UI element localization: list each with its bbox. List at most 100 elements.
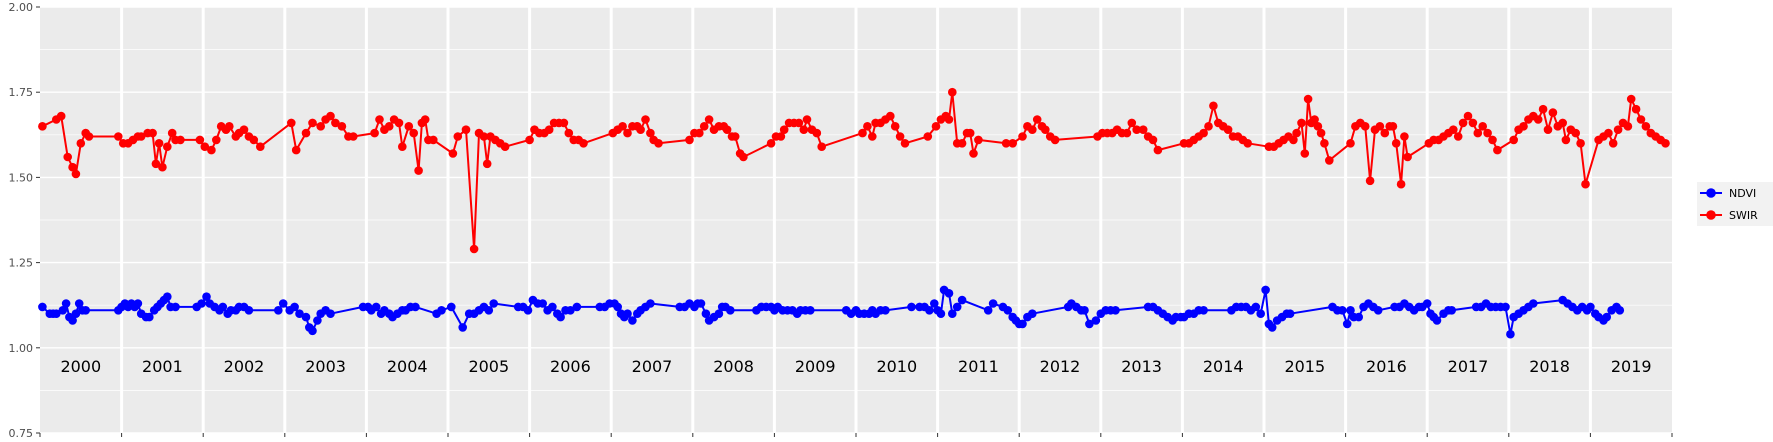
- swir-point: [207, 145, 216, 155]
- swir-point: [1204, 122, 1213, 131]
- ndvi-point: [1285, 309, 1295, 319]
- swir-point: [1493, 145, 1502, 155]
- swir-point: [1138, 125, 1148, 134]
- swir-point: [641, 115, 650, 124]
- ndvi-point: [489, 299, 499, 308]
- swir-point: [154, 139, 164, 148]
- legend-item-swir[interactable]: SWIR: [1700, 209, 1758, 222]
- swir-point: [1571, 128, 1580, 138]
- year-label: 2002: [224, 357, 265, 376]
- swir-point: [1310, 115, 1319, 124]
- ndvi-point: [566, 306, 575, 315]
- swir-point: [394, 118, 404, 128]
- y-tick-label: 1.75: [9, 86, 34, 99]
- swir-point: [900, 139, 910, 148]
- swir-point: [1032, 115, 1042, 124]
- swir-point: [1243, 139, 1252, 148]
- ndvi-point: [218, 302, 228, 312]
- swir-point: [1148, 135, 1158, 145]
- swir-point: [1365, 176, 1375, 186]
- swir-point: [1209, 101, 1218, 111]
- legend-item-ndvi[interactable]: NDVI: [1700, 187, 1756, 200]
- swir-point: [1316, 128, 1326, 138]
- swir-point: [151, 159, 161, 169]
- swir-point: [1543, 125, 1553, 134]
- legend[interactable]: NDVI SWIR: [1697, 182, 1773, 226]
- swir-point: [136, 132, 146, 141]
- ndvi-point: [411, 302, 420, 312]
- ndvi-point: [1615, 306, 1625, 315]
- swir-point: [1122, 128, 1132, 138]
- swir-point: [1396, 179, 1406, 189]
- swir-point: [482, 159, 492, 169]
- swir-point: [114, 132, 123, 141]
- y-tick-label: 1.25: [9, 257, 34, 270]
- ndvi-point: [983, 306, 993, 315]
- swir-point: [1561, 135, 1571, 145]
- swir-point: [316, 122, 326, 131]
- swir-point: [704, 115, 714, 124]
- swir-point: [766, 139, 776, 148]
- ndvi-point: [1346, 306, 1355, 315]
- swir-point: [1483, 128, 1492, 138]
- swir-point: [63, 152, 72, 162]
- ndvi-point: [61, 299, 71, 308]
- swir-point: [1558, 118, 1567, 128]
- ndvi-point: [1003, 306, 1013, 315]
- swir-point: [1468, 118, 1478, 128]
- swir-point: [158, 162, 167, 172]
- swir-point: [969, 149, 978, 158]
- swir-point: [398, 142, 407, 151]
- swir-point: [1391, 139, 1401, 148]
- ndvi-point: [948, 309, 957, 319]
- series-ndvi: [38, 285, 1625, 339]
- ndvi-point: [1091, 316, 1101, 325]
- ndvi-point: [988, 299, 998, 308]
- swir-point: [448, 149, 458, 158]
- swir-point: [1320, 139, 1329, 148]
- ndvi-point: [163, 292, 172, 302]
- series-swir: [38, 87, 1670, 254]
- swir-point: [1041, 125, 1050, 134]
- swir-point: [71, 169, 81, 179]
- swir-point: [148, 128, 157, 138]
- swir-point: [544, 125, 554, 134]
- swir-point: [349, 132, 358, 141]
- swir-point: [1641, 122, 1651, 131]
- swir-point: [923, 132, 933, 141]
- swir-point: [1463, 111, 1473, 121]
- swir-point: [1325, 156, 1334, 165]
- ndvi-point: [613, 302, 622, 312]
- swir-point: [163, 142, 172, 151]
- ndvi-point: [58, 306, 68, 315]
- swir-point: [195, 135, 205, 145]
- swir-point: [1223, 125, 1233, 134]
- swir-point: [1631, 104, 1641, 114]
- swir-point: [1576, 139, 1585, 148]
- swir-point: [331, 118, 340, 128]
- swir-point: [308, 118, 317, 128]
- ndvi-point: [701, 309, 711, 319]
- legend-key-point: [1706, 188, 1716, 198]
- swir-point: [249, 135, 259, 145]
- ndvi-point: [936, 309, 946, 319]
- swir-point: [1533, 115, 1543, 124]
- swir-point: [776, 132, 786, 141]
- ndvi-point: [145, 312, 154, 322]
- swir-point: [1623, 122, 1633, 131]
- ndvi-point: [371, 302, 381, 312]
- swir-point: [1478, 122, 1487, 131]
- ndvi-point: [806, 306, 815, 315]
- ndvi-point: [52, 309, 61, 319]
- ndvi-point: [556, 312, 565, 322]
- swir-point: [1018, 132, 1027, 141]
- ndvi-point: [308, 326, 317, 336]
- ndvi-point: [957, 295, 967, 305]
- swir-point: [1519, 122, 1528, 131]
- ndvi-point: [930, 299, 939, 308]
- swir-point: [453, 132, 463, 141]
- swir-point: [957, 139, 967, 148]
- ndvi-point: [1529, 299, 1538, 308]
- swir-point: [794, 118, 804, 128]
- ndvi-point: [944, 289, 954, 298]
